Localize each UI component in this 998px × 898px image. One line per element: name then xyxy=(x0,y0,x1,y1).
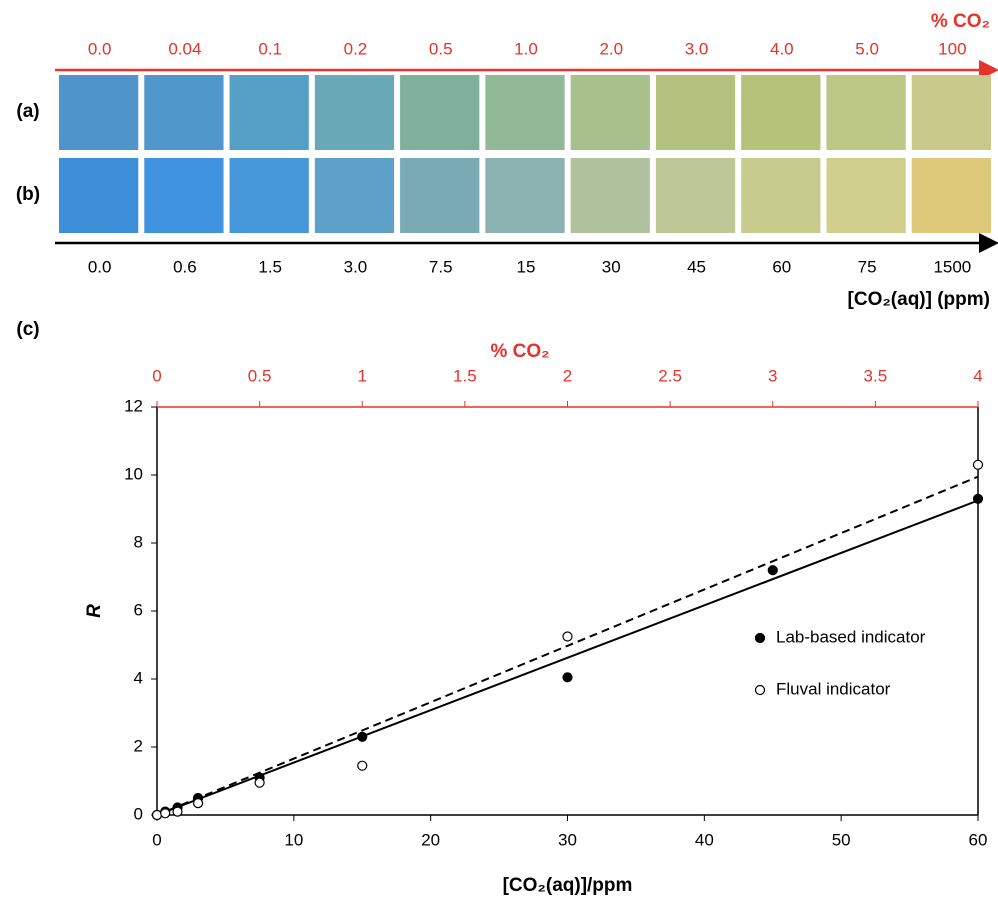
percent-label: 100 xyxy=(938,39,966,58)
percent-label: 0.0 xyxy=(88,39,112,58)
swatch xyxy=(229,75,309,150)
x2-tick-label: 3 xyxy=(768,366,777,385)
swatch xyxy=(741,158,821,233)
percent-label: 0.5 xyxy=(429,39,453,58)
swatch xyxy=(911,158,991,233)
point xyxy=(562,631,573,642)
ppm-label: 45 xyxy=(687,257,706,276)
point xyxy=(151,809,163,821)
swatch xyxy=(229,158,309,233)
x-tick-label: 50 xyxy=(832,830,851,849)
point xyxy=(972,459,984,470)
row-label: (b) xyxy=(16,184,40,205)
x-tick-label: 60 xyxy=(969,830,988,849)
y-tick-label: 0 xyxy=(134,804,143,823)
swatch xyxy=(485,75,565,150)
percent-label: 5.0 xyxy=(855,39,879,58)
swatch xyxy=(59,75,139,150)
swatch xyxy=(314,158,395,233)
percent-label: 0.2 xyxy=(344,39,368,58)
ppm-axis-title: [CO₂(aq)] (ppm) xyxy=(848,289,990,310)
swatch xyxy=(911,75,991,150)
percent-label: 3.0 xyxy=(685,39,709,58)
point xyxy=(357,760,368,771)
swatch xyxy=(826,158,906,233)
trendline xyxy=(156,475,979,816)
point xyxy=(160,808,171,819)
ppm-label: 30 xyxy=(602,257,621,276)
y-tick-label: 2 xyxy=(134,736,143,755)
legend-label: Lab-based indicator xyxy=(776,627,926,646)
swatch xyxy=(741,75,821,150)
percent-label: 4.0 xyxy=(770,39,794,58)
swatch xyxy=(655,75,736,150)
swatch xyxy=(485,158,565,233)
swatch xyxy=(400,158,480,233)
percent-label: 0.1 xyxy=(258,39,282,58)
ppm-label: 75 xyxy=(858,257,877,276)
legend-label: Fluval indicator xyxy=(776,679,891,698)
row-label: (a) xyxy=(16,101,39,122)
swatch xyxy=(59,158,139,233)
swatch xyxy=(655,158,736,233)
swatch xyxy=(400,75,480,150)
percent-axis-title: % CO₂ xyxy=(931,11,990,32)
percent-label: 1.0 xyxy=(514,39,538,58)
percent-label: 0.04 xyxy=(168,39,201,58)
x2-tick-label: 2 xyxy=(563,366,572,385)
x-tick-label: 0 xyxy=(152,830,161,849)
legend-marker xyxy=(754,632,766,644)
point xyxy=(254,777,265,788)
ppm-label: 3.0 xyxy=(344,257,368,276)
legend-marker xyxy=(754,684,766,696)
y-tick-label: 12 xyxy=(124,396,143,415)
x2-tick-label: 1 xyxy=(358,366,367,385)
point xyxy=(192,797,204,809)
point xyxy=(767,565,778,576)
swatch xyxy=(144,158,224,233)
swatch xyxy=(570,75,650,150)
x-axis-title: [CO₂(aq)]/ppm xyxy=(503,875,633,896)
y-tick-label: 6 xyxy=(134,600,143,619)
ppm-label: 15 xyxy=(517,257,536,276)
x2-tick-label: 0 xyxy=(152,366,161,385)
x-tick-label: 30 xyxy=(558,830,577,849)
x-tick-label: 10 xyxy=(284,830,303,849)
ppm-label: 0.0 xyxy=(88,257,112,276)
swatch xyxy=(314,75,395,150)
x2-tick-label: 1.5 xyxy=(453,366,477,385)
y-axis-title: R xyxy=(84,604,105,618)
point xyxy=(172,806,183,817)
x2-tick-label: 4 xyxy=(973,366,982,385)
x2-tick-label: 0.5 xyxy=(248,366,272,385)
y-tick-label: 4 xyxy=(134,668,143,687)
ppm-label: 1500 xyxy=(933,257,971,276)
percent-label: 2.0 xyxy=(599,39,623,58)
point xyxy=(972,493,984,504)
y-tick-label: 8 xyxy=(134,532,143,551)
x2-tick-label: 3.5 xyxy=(864,366,888,385)
point xyxy=(562,672,573,683)
panel-label: (c) xyxy=(16,319,39,340)
y-tick-label: 10 xyxy=(124,464,143,483)
x2-tick-label: 2.5 xyxy=(658,366,682,385)
ppm-label: 1.5 xyxy=(258,257,282,276)
point xyxy=(357,731,368,742)
ppm-label: 0.6 xyxy=(173,257,197,276)
x-tick-label: 40 xyxy=(695,830,714,849)
swatch xyxy=(826,75,906,150)
trendline xyxy=(156,499,979,816)
swatch xyxy=(144,75,224,150)
ppm-label: 60 xyxy=(772,257,791,276)
x2-axis-title: % CO₂ xyxy=(490,341,549,362)
x-tick-label: 20 xyxy=(421,830,440,849)
ppm-label: 7.5 xyxy=(429,257,453,276)
swatch xyxy=(570,158,650,233)
